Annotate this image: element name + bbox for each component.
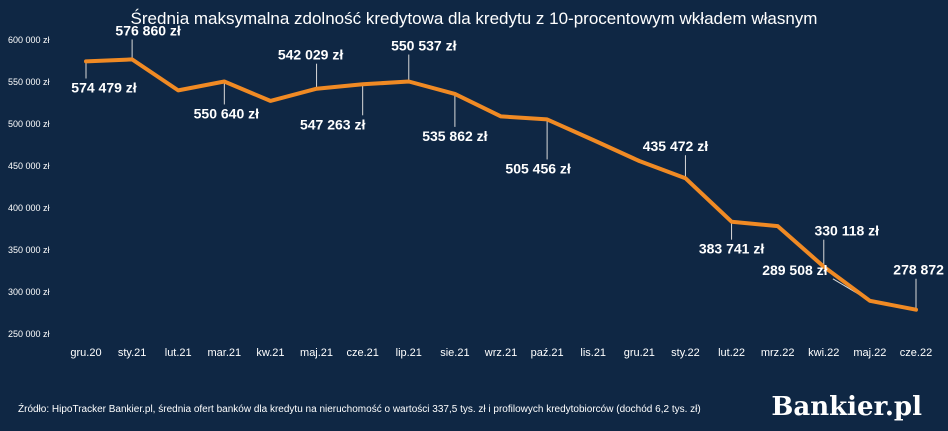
- x-tick-label: sty.21: [118, 347, 147, 359]
- data-label: 576 860 zł: [115, 22, 180, 38]
- x-tick-label: gru.20: [70, 347, 101, 359]
- x-tick-label: cze.21: [346, 347, 378, 359]
- x-tick-label: sie.21: [440, 347, 469, 359]
- source-note: Źródło: HipoTracker Bankier.pl, średnia …: [18, 402, 701, 415]
- data-label: 330 118 zł: [814, 223, 879, 239]
- data-label: 542 029 zł: [278, 47, 343, 63]
- x-tick-label: maj.22: [853, 347, 886, 359]
- x-tick-label: lut.21: [165, 347, 192, 359]
- data-labels: 574 479 zł 576 860 zł 550 640 zł 542 029 zł…: [71, 22, 948, 277]
- data-label: 289 508 zł: [762, 262, 827, 278]
- data-label: 550 537 zł: [391, 38, 456, 54]
- x-tick-label: lis.21: [580, 347, 606, 359]
- data-label: 278 872 zł: [893, 262, 948, 278]
- chart-title: Średnia maksymalna zdolność kredytowa dl…: [131, 9, 818, 28]
- data-label: 535 862 zł: [422, 128, 487, 144]
- data-label: 547 263 zł: [300, 116, 365, 132]
- x-tick-label: wrz.21: [484, 347, 517, 359]
- data-label: 505 456 zł: [505, 160, 570, 176]
- bankier-logo: Bankier.pl: [771, 392, 922, 422]
- y-tick-label: 600 000 zł: [8, 35, 50, 45]
- y-tick-label: 400 000 zł: [8, 203, 50, 213]
- data-label: 383 741 zł: [699, 241, 764, 257]
- y-tick-label: 300 000 zł: [8, 287, 50, 297]
- x-tick-label: mar.21: [208, 347, 242, 359]
- x-tick-label: maj.21: [300, 347, 333, 359]
- data-label: 574 479 zł: [71, 79, 136, 95]
- y-tick-label: 250 000 zł: [8, 329, 50, 339]
- x-tick-label: sty.22: [671, 347, 700, 359]
- y-tick-label: 550 000 zł: [8, 77, 50, 87]
- series-line: [84, 57, 918, 312]
- x-tick-label: mrz.22: [761, 347, 795, 359]
- y-tick-label: 500 000 zł: [8, 119, 50, 129]
- y-tick-label: 350 000 zł: [8, 245, 50, 255]
- x-tick-label: kwi.22: [808, 347, 839, 359]
- data-label: 435 472 zł: [643, 138, 708, 154]
- x-tick-label: gru.21: [624, 347, 655, 359]
- x-tick-label: lip.21: [396, 347, 422, 359]
- x-tick-label: paź.21: [531, 347, 564, 359]
- y-axis: 250 000 zł 300 000 zł 350 000 zł 400 000 zł…: [8, 35, 50, 339]
- data-label: 550 640 zł: [194, 105, 259, 121]
- y-tick-label: 450 000 zł: [8, 161, 50, 171]
- x-axis: gru.20 sty.21 lut.21 mar.21 kw.21 maj.21 cze.2…: [70, 347, 932, 359]
- x-tick-label: lut.22: [718, 347, 745, 359]
- x-tick-label: kw.21: [256, 347, 284, 359]
- x-tick-label: cze.22: [900, 347, 932, 359]
